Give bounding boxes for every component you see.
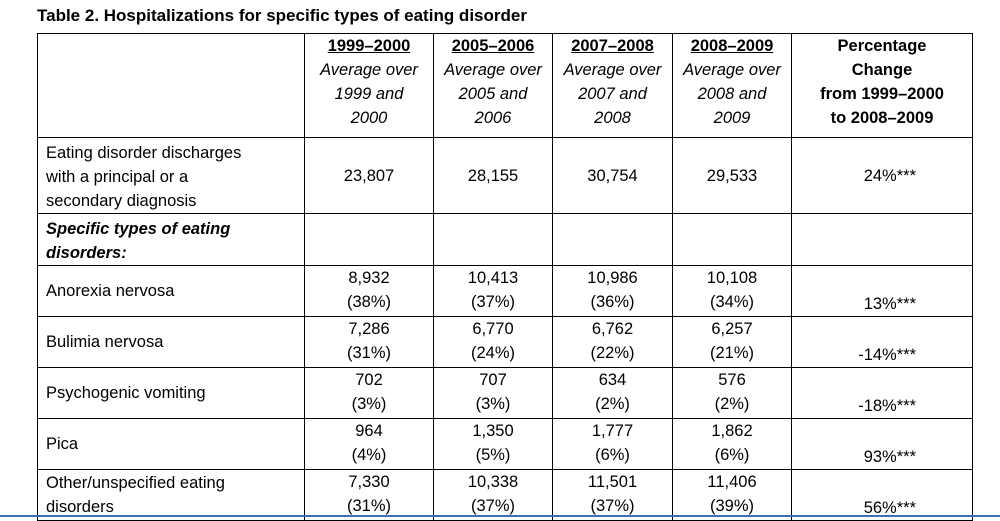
header-empty-cell <box>37 33 305 138</box>
table-row-psychogenic-vomiting: Psychogenic vomiting 702 (3%) 707 (3%) 634… <box>37 367 973 419</box>
table-row-bulimia: Bulimia nervosa 7,286 (31%) 6,770 (24%) 6,… <box>37 316 973 368</box>
cell-value: 23,807 <box>304 137 434 214</box>
row-label: Psychogenic vomiting <box>37 367 305 419</box>
cell-change: 93%*** <box>791 418 973 470</box>
table-title: Table 2. Hospitalizations for specific t… <box>37 6 527 25</box>
page-divider <box>0 515 1000 517</box>
header-col-2005-2006: 2005–2006 Average over 2005 and 2006 <box>433 33 553 138</box>
header-row: 1999–2000 Average over 1999 and 2000 200… <box>37 33 973 138</box>
header-col-1999-2000: 1999–2000 Average over 1999 and 2000 <box>304 33 434 138</box>
cell-value: 964 (4%) <box>304 418 434 470</box>
row-label: Bulimia nervosa <box>37 316 305 368</box>
cell-value: 11,501 (37%) <box>552 469 673 521</box>
table-row-total: Eating disorder discharges with a princi… <box>37 137 973 214</box>
col-year: 2005–2006 <box>451 37 535 55</box>
table-row-section: Specific types of eating disorders: <box>37 213 973 266</box>
empty-cell <box>304 213 434 266</box>
row-label: Anorexia nervosa <box>37 265 305 317</box>
empty-cell <box>433 213 553 266</box>
cell-value: 7,330 (31%) <box>304 469 434 521</box>
cell-value: 30,754 <box>552 137 673 214</box>
cell-value: 1,350 (5%) <box>433 418 553 470</box>
cell-value: 10,413 (37%) <box>433 265 553 317</box>
cell-value: 702 (3%) <box>304 367 434 419</box>
cell-value: 29,533 <box>672 137 792 214</box>
cell-value: 10,338 (37%) <box>433 469 553 521</box>
cell-change: -14%*** <box>791 316 973 368</box>
empty-cell <box>672 213 792 266</box>
cell-value: 6,257 (21%) <box>672 316 792 368</box>
cell-change: 56%*** <box>791 469 973 521</box>
cell-value: 1,862 (6%) <box>672 418 792 470</box>
header-col-2007-2008: 2007–2008 Average over 2007 and 2008 <box>552 33 673 138</box>
cell-value: 6,770 (24%) <box>433 316 553 368</box>
header-col-2008-2009: 2008–2009 Average over 2008 and 2009 <box>672 33 792 138</box>
col-year: 1999–2000 <box>327 37 411 55</box>
section-label: Specific types of eating disorders: <box>37 213 305 266</box>
cell-value: 634 (2%) <box>552 367 673 419</box>
cell-value: 7,286 (31%) <box>304 316 434 368</box>
cell-value: 1,777 (6%) <box>552 418 673 470</box>
cell-value: 10,108 (34%) <box>672 265 792 317</box>
col-year: 2008–2009 <box>690 37 774 55</box>
cell-value: 707 (3%) <box>433 367 553 419</box>
row-label: Eating disorder discharges with a princi… <box>37 137 305 214</box>
hospitalizations-table: 1999–2000 Average over 1999 and 2000 200… <box>37 33 973 521</box>
cell-change: -18%*** <box>791 367 973 419</box>
row-label: Pica <box>37 418 305 470</box>
table-row-pica: Pica 964 (4%) 1,350 (5%) 1,777 (6%) 1,862 (6… <box>37 418 973 470</box>
cell-value: 6,762 (22%) <box>552 316 673 368</box>
col-year: 2007–2008 <box>571 37 654 55</box>
cell-value: 28,155 <box>433 137 553 214</box>
header-col-percentage-change: Percentage Change from 1999–2000 to 2008… <box>791 33 973 138</box>
table-row-anorexia: Anorexia nervosa 8,932 (38%) 10,413 (37%) … <box>37 265 973 317</box>
cell-change: 13%*** <box>791 265 973 317</box>
cell-value: 11,406 (39%) <box>672 469 792 521</box>
row-label: Other/unspecified eating disorders <box>37 469 305 521</box>
cell-change: 24%*** <box>791 137 973 214</box>
cell-value: 10,986 (36%) <box>552 265 673 317</box>
empty-cell <box>791 213 973 266</box>
empty-cell <box>552 213 673 266</box>
cell-value: 8,932 (38%) <box>304 265 434 317</box>
cell-value: 576 (2%) <box>672 367 792 419</box>
table-row-other-unspecified: Other/unspecified eating disorders 7,330… <box>37 469 973 521</box>
